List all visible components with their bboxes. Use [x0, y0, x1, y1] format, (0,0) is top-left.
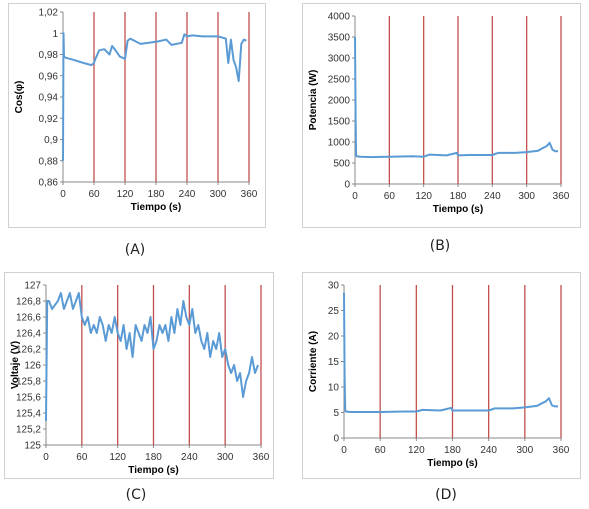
x-tick-label: 120 [415, 191, 432, 202]
x-tick-label: 0 [43, 452, 49, 463]
y-tick-label: 125,8 [16, 377, 41, 388]
y-tick-label: 3000 [328, 54, 351, 65]
y-tick-label: 125,6 [16, 393, 41, 404]
y-tick-label: 1500 [328, 117, 351, 128]
x-tick-label: 120 [109, 452, 126, 463]
x-tick-label: 0 [352, 191, 358, 202]
y-tick-label: 0 [344, 180, 350, 191]
y-tick-label: 500 [333, 159, 350, 170]
y-tick-label: 0,92 [39, 114, 59, 125]
x-tick-label: 240 [181, 452, 198, 463]
y-axis-label: Voltaje (V) [10, 341, 21, 389]
series-line [45, 292, 259, 422]
y-tick-label: 126,2 [16, 345, 41, 356]
chart-panel-b: 0 500 1000 1500 2000 2500 3000 3500 4000 0 60 120 18… [302, 3, 581, 228]
y-tick-label: 0,94 [39, 93, 59, 104]
caption-d: (D) [435, 487, 457, 503]
x-tick-label: 60 [375, 445, 387, 456]
chart-panel-a: 0,86 0,88 0,9 0,92 0,94 0,96 0,98 1 1,02 0 60 120 18… [8, 3, 266, 228]
y-tick-label: 125 [24, 441, 41, 452]
y-tick-label: 0,98 [39, 50, 59, 61]
y-tick-label: 125,2 [16, 425, 41, 436]
x-tick-label: 0 [341, 445, 347, 456]
y-tick-label: 3500 [328, 33, 351, 44]
y-axis-label: Potencia (W) [308, 70, 319, 131]
x-tick-label: 240 [480, 445, 497, 456]
x-tick-label: 180 [145, 452, 162, 463]
x-tick-label: 240 [484, 191, 501, 202]
y-tick-label: 0,96 [39, 71, 59, 82]
y-tick-label: 127 [24, 281, 41, 292]
chart-panel-d: 0 5 10 15 20 25 30 0 60 120 180 240 300 360 Tiempo (s)… [302, 272, 581, 479]
y-tick-label: 2000 [328, 96, 351, 107]
caption-b: (B) [429, 238, 451, 254]
chart-c-svg: 125 125,2 125,4 125,6 125,8 126 126,2 126,4 126,… [10, 281, 270, 477]
y-tick-label: 1000 [328, 138, 351, 149]
x-tick-label: 360 [253, 452, 270, 463]
x-tick-label: 300 [210, 189, 227, 200]
y-tick-label: 15 [328, 357, 340, 368]
y-tick-label: 25 [328, 306, 340, 317]
y-tick-label: 4000 [328, 12, 351, 23]
y-tick-label: 0,86 [39, 178, 59, 189]
x-tick-label: 180 [444, 445, 461, 456]
y-tick-label: 126,6 [16, 313, 41, 324]
x-tick-label: 360 [241, 189, 258, 200]
chart-panel-c: 125 125,2 125,4 125,6 125,8 126 126,2 126,4 126,… [4, 272, 274, 479]
x-tick-label: 0 [60, 189, 66, 200]
x-axis-label: Tiempo (s) [131, 202, 181, 213]
series-line [354, 36, 559, 159]
y-axis-label: Corriente (A) [308, 331, 319, 392]
x-tick-label: 360 [553, 445, 570, 456]
x-axis-label: Tiempo (s) [128, 465, 178, 476]
y-tick-label: 125,4 [16, 409, 41, 420]
y-tick-label: 30 [328, 281, 340, 292]
x-tick-label: 240 [179, 189, 196, 200]
x-tick-label: 120 [408, 445, 425, 456]
x-tick-label: 120 [117, 189, 134, 200]
y-tick-label: 1 [52, 29, 58, 40]
x-tick-label: 360 [553, 191, 570, 202]
y-tick-label: 0,88 [39, 156, 59, 167]
caption-c: (C) [125, 487, 147, 503]
y-tick-label: 126 [24, 361, 41, 372]
x-tick-label: 300 [518, 191, 535, 202]
series-line [62, 32, 247, 161]
x-tick-label: 60 [384, 191, 396, 202]
y-tick-label: 2500 [328, 75, 351, 86]
x-tick-label: 180 [450, 191, 467, 202]
x-tick-label: 180 [148, 189, 165, 200]
y-tick-label: 10 [328, 383, 340, 394]
x-tick-label: 60 [88, 189, 100, 200]
y-axis-label: Cos(φ) [14, 81, 25, 114]
caption-a: (A) [124, 242, 146, 258]
x-tick-label: 60 [76, 452, 88, 463]
y-tick-label: 1,02 [39, 8, 59, 19]
y-tick-label: 126,8 [16, 297, 41, 308]
y-tick-label: 5 [333, 408, 339, 419]
x-tick-label: 300 [217, 452, 234, 463]
y-tick-label: 20 [328, 332, 340, 343]
y-tick-label: 0,9 [44, 135, 58, 146]
x-axis-label: Tiempo (s) [427, 458, 477, 469]
x-axis-label: Tiempo (s) [433, 204, 483, 215]
series-line [343, 292, 558, 413]
x-tick-label: 300 [516, 445, 533, 456]
y-tick-label: 126,4 [16, 329, 41, 340]
y-tick-label: 0 [333, 434, 339, 445]
chart-a-svg: 0,86 0,88 0,9 0,92 0,94 0,96 0,98 1 1,02 0 60 120 18… [14, 8, 258, 214]
chart-b-svg: 0 500 1000 1500 2000 2500 3000 3500 4000 0 60 120 18… [308, 12, 570, 216]
